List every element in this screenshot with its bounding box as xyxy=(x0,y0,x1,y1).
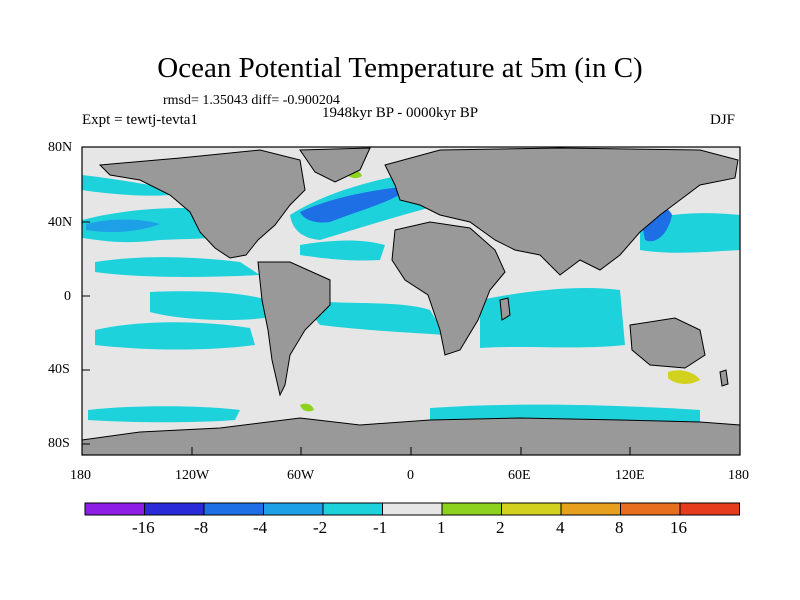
x-ticks xyxy=(81,447,741,455)
stats-text: rmsd= 1.35043 diff= -0.900204 xyxy=(163,93,340,108)
land-new-zealand xyxy=(719,369,729,387)
map-panel xyxy=(81,146,741,456)
colorbar-label: 1 xyxy=(437,518,446,537)
anomaly-north-atlantic-core xyxy=(300,186,410,223)
colorbar-swatch-3 xyxy=(263,502,324,516)
colorbar-swatch-1 xyxy=(144,502,205,516)
land-south-america xyxy=(257,261,331,397)
map-title: Ocean Potential Temperature at 5m (in C) xyxy=(157,52,643,84)
colorbar-label: 8 xyxy=(615,518,624,537)
anomaly-southern-ocean-west xyxy=(88,406,240,423)
x-label-120e: 120E xyxy=(615,468,645,483)
x-label-120w: 120W xyxy=(175,468,210,483)
land-madagascar xyxy=(499,297,511,321)
x-label-0: 0 xyxy=(407,468,414,483)
colorbar-swatch-5 xyxy=(382,502,443,516)
colorbar xyxy=(84,502,740,516)
anomaly-warm-patagonia xyxy=(300,403,314,412)
x-label-180w: 180 xyxy=(70,468,91,483)
land-north-america xyxy=(98,149,306,259)
colorbar-label: 16 xyxy=(670,518,687,537)
x-label-180e: 180 xyxy=(728,468,749,483)
y-label-80s: 80S xyxy=(48,436,70,451)
land-masses xyxy=(81,147,741,456)
colorbar-label: -1 xyxy=(373,518,388,537)
y-ticks xyxy=(82,146,90,445)
anomaly-tropical-atlantic xyxy=(300,240,385,261)
land-greenland xyxy=(299,147,371,183)
anomaly-south-pacific xyxy=(95,322,255,350)
colorbar-swatch-4 xyxy=(322,502,383,516)
x-label-60e: 60E xyxy=(508,468,531,483)
anomaly-tropical-pacific xyxy=(95,257,260,277)
anomaly-south-atlantic xyxy=(300,300,445,335)
colorbar-swatch-10 xyxy=(679,502,740,516)
colorbar-swatch-7 xyxy=(501,502,562,516)
land-eurasia xyxy=(384,147,739,276)
land-australia xyxy=(629,317,706,369)
colorbar-label: -4 xyxy=(253,518,268,537)
y-label-0: 0 xyxy=(64,289,71,304)
anomaly-warm-australia xyxy=(668,370,700,384)
colorbar-label: -8 xyxy=(194,518,209,537)
colorbar-swatch-2 xyxy=(203,502,264,516)
anomaly-equatorial-pacific xyxy=(150,291,268,320)
season-label: DJF xyxy=(710,112,736,128)
colorbar-label: -16 xyxy=(132,518,155,537)
anomaly-north-pacific-core xyxy=(86,219,160,232)
colorbar-swatch-9 xyxy=(620,502,681,516)
colorbar-swatch-0 xyxy=(84,502,145,516)
x-label-60w: 60W xyxy=(287,468,315,483)
experiment-label: Expt = tewtj-tevta1 xyxy=(82,112,198,128)
colorbar-swatch-6 xyxy=(441,502,502,516)
anomaly-indian-ocean xyxy=(480,288,625,348)
period-label: 1948kyr BP - 0000kyr BP xyxy=(322,105,479,121)
y-label-40n: 40N xyxy=(48,215,73,230)
colorbar-label: 4 xyxy=(556,518,565,537)
land-africa xyxy=(391,221,506,356)
y-label-40s: 40S xyxy=(48,362,70,377)
colorbar-label: -2 xyxy=(313,518,328,537)
y-label-80n: 80N xyxy=(48,140,73,155)
colorbar-label: 2 xyxy=(496,518,505,537)
colorbar-swatch-8 xyxy=(560,502,621,516)
